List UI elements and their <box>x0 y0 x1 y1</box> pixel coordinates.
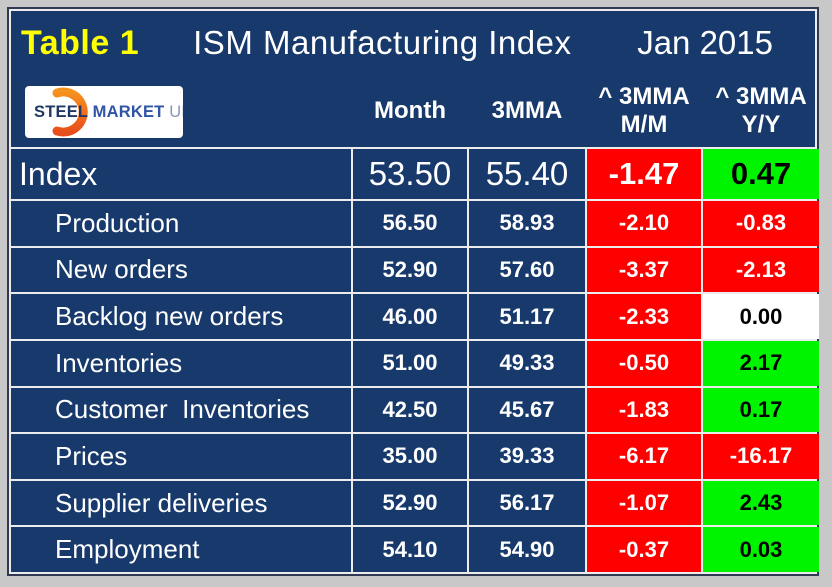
mm-change-value: -2.33 <box>587 294 701 339</box>
3mma-value: 56.17 <box>469 480 585 526</box>
crescent-swoosh-icon <box>52 87 88 137</box>
mm-change-value: -1.47 <box>587 149 701 199</box>
mm-change-value: -1.07 <box>587 480 701 526</box>
column-header-3mma-yy: ^ 3MMA Y/Y <box>703 83 819 138</box>
3mma-value: 49.33 <box>469 340 585 386</box>
yy-change-value: 0.17 <box>703 387 819 433</box>
yy-change-value: 2.17 <box>703 340 819 386</box>
logo-word-steel: STEEL <box>34 102 93 121</box>
month-value: 52.90 <box>353 480 467 526</box>
yy-change-value: -16.17 <box>703 434 819 479</box>
page-title: ISM Manufacturing Index <box>193 24 572 61</box>
month-value: 53.50 <box>353 149 467 199</box>
mm-change-value: -6.17 <box>587 434 701 479</box>
month-value: 35.00 <box>353 434 467 479</box>
3mma-value: 57.60 <box>469 247 585 293</box>
data-table: Index 53.50 55.40 -1.47 0.47 Production … <box>11 149 819 572</box>
column-header-row: STEEL MARKET UPDATE Month 3MMA ^ 3MMA M/… <box>11 75 815 147</box>
month-value: 42.50 <box>353 387 467 433</box>
row-label: New orders <box>11 247 351 293</box>
column-header-3mma: 3MMA <box>491 97 563 125</box>
yy-change-value: -0.83 <box>703 201 819 246</box>
3mma-value: 45.67 <box>469 387 585 433</box>
yy-change-value: 0.00 <box>703 294 819 339</box>
column-header-3mma-mm: ^ 3MMA M/M <box>587 83 701 138</box>
report-date: Jan 2015 <box>637 24 773 61</box>
yy-change-value: 0.47 <box>703 149 819 199</box>
month-value: 56.50 <box>353 201 467 246</box>
header-separator <box>11 147 815 149</box>
column-header-month: Month <box>374 97 446 125</box>
row-label: Backlog new orders <box>11 294 351 339</box>
3mma-value: 51.17 <box>469 294 585 339</box>
mm-change-value: -1.83 <box>587 387 701 433</box>
month-value: 51.00 <box>353 340 467 386</box>
row-label: Production <box>11 201 351 246</box>
table-header-block: Table 1 ISM Manufacturing Index Jan 2015 <box>11 11 815 147</box>
table-frame: Table 1 ISM Manufacturing Index Jan 2015 <box>7 7 819 576</box>
logo-word-update: UPDATE <box>169 102 183 121</box>
column-header-3mma-mm-line2: M/M <box>620 111 668 138</box>
row-label: Inventories <box>11 340 351 386</box>
steel-market-update-logo: STEEL MARKET UPDATE <box>25 86 183 138</box>
3mma-value: 55.40 <box>469 149 585 199</box>
mm-change-value: -0.37 <box>587 527 701 572</box>
table-number-label: Table 1 <box>21 23 140 62</box>
month-value: 54.10 <box>353 527 467 572</box>
yy-change-value: -2.13 <box>703 247 819 293</box>
row-label: Employment <box>11 527 351 572</box>
3mma-value: 54.90 <box>469 527 585 572</box>
logo-word-market: MARKET <box>92 102 170 121</box>
row-label: Customer Inventories <box>11 387 351 433</box>
mm-change-value: -3.37 <box>587 247 701 293</box>
row-label: Prices <box>11 434 351 479</box>
logo-cell: STEEL MARKET UPDATE <box>11 84 351 138</box>
row-label: Index <box>11 149 351 199</box>
column-header-3mma-yy-line1: ^ 3MMA <box>715 83 807 111</box>
column-header-3mma-mm-line1: ^ 3MMA <box>598 83 690 111</box>
month-value: 52.90 <box>353 247 467 293</box>
month-value: 46.00 <box>353 294 467 339</box>
row-label: Supplier deliveries <box>11 480 351 526</box>
3mma-value: 58.93 <box>469 201 585 246</box>
mm-change-value: -0.50 <box>587 340 701 386</box>
yy-change-value: 0.03 <box>703 527 819 572</box>
mm-change-value: -2.10 <box>587 201 701 246</box>
yy-change-value: 2.43 <box>703 480 819 526</box>
title-row: Table 1 ISM Manufacturing Index Jan 2015 <box>11 11 815 75</box>
3mma-value: 39.33 <box>469 434 585 479</box>
logo-text: STEEL MARKET UPDATE <box>25 103 183 122</box>
column-header-3mma-yy-line2: Y/Y <box>741 111 781 138</box>
